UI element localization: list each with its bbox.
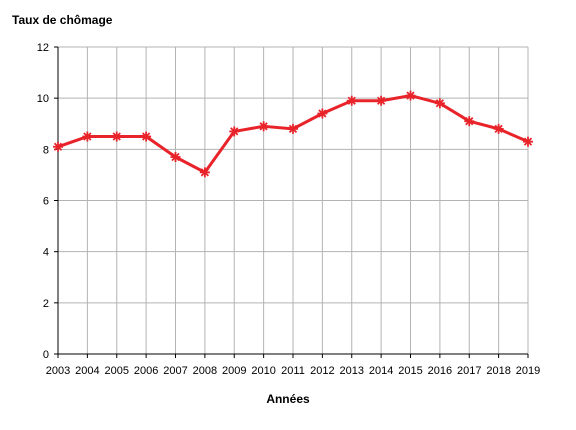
data-point-marker [53,141,63,152]
data-point-marker [229,126,240,137]
x-tick-label: 2007 [163,365,187,377]
y-tick-label: 0 [43,349,49,361]
x-axis-title: Années [266,392,310,406]
y-axis-title: Taux de chômage [12,13,113,27]
x-tick-label: 2013 [340,365,364,377]
x-tick-label: 2014 [369,365,393,377]
x-tick-label: 2003 [46,365,70,377]
x-tick-label: 2008 [193,365,217,377]
x-tick-label: 2006 [134,365,158,377]
data-point-marker [317,108,328,119]
data-point-marker [82,131,93,142]
x-tick-label: 2010 [251,365,275,377]
data-point-marker [346,95,357,106]
x-tick-label: 2005 [105,365,129,377]
data-point-marker [493,123,504,134]
x-tick-label: 2012 [310,365,334,377]
y-tick-label: 2 [43,298,49,310]
x-tick-label: 2016 [428,365,452,377]
x-tick-label: 2017 [457,365,481,377]
x-tick-label: 2018 [486,365,510,377]
data-point-marker [376,95,387,106]
y-tick-label: 4 [43,247,49,259]
y-tick-label: 6 [43,196,49,208]
x-tick-label: 2004 [75,365,99,377]
data-point-marker [523,136,533,147]
y-tick-label: 8 [43,144,49,156]
x-tick-label: 2009 [222,365,246,377]
data-point-marker [199,167,210,178]
y-tick-label: 10 [37,93,49,105]
data-point-marker [288,123,298,134]
data-point-marker [258,121,269,132]
data-point-marker [434,98,445,109]
x-tick-label: 2011 [281,365,305,377]
x-tick-label: 2015 [398,365,422,377]
data-point-marker [405,90,416,101]
data-point-marker [464,116,475,127]
x-tick-label: 2019 [516,365,540,377]
y-tick-label: 12 [37,42,49,54]
data-point-marker [141,131,152,142]
data-point-marker [170,152,181,163]
data-point-marker [111,131,122,142]
